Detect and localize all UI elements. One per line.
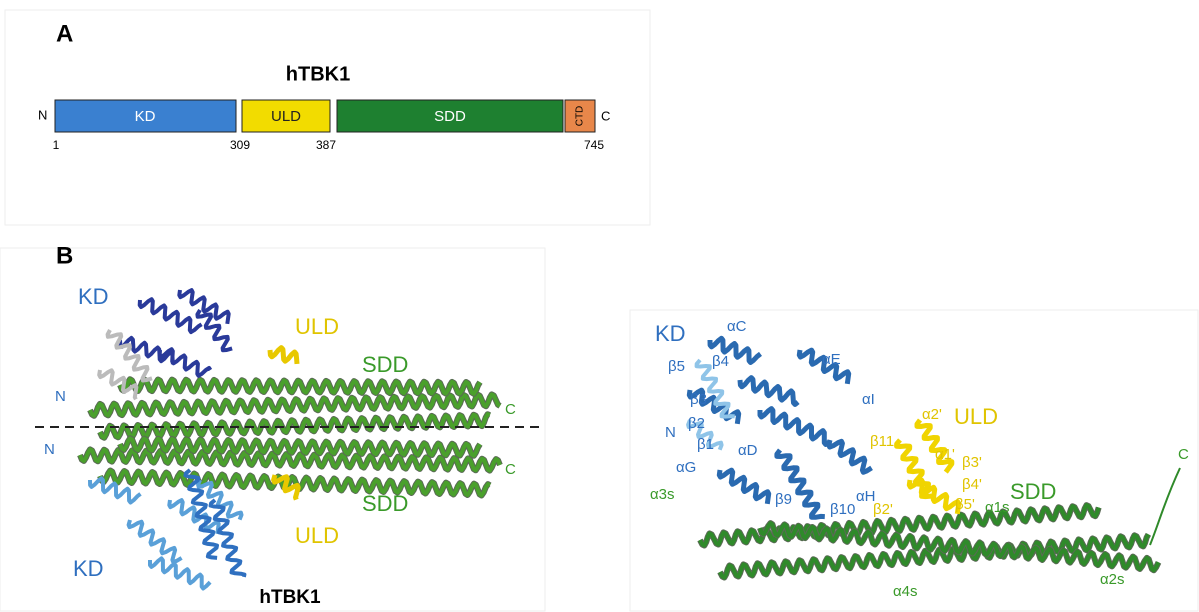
label: ULD: [295, 523, 339, 548]
label: α4s: [893, 583, 918, 600]
label: β2: [688, 415, 705, 432]
label: ULD: [954, 404, 998, 429]
helix: [719, 470, 768, 504]
label: β3': [962, 454, 982, 471]
label: N: [44, 441, 55, 458]
label: KD: [655, 321, 686, 346]
helix: [150, 558, 210, 588]
label: α2s: [1100, 571, 1125, 588]
label: β9: [775, 491, 792, 508]
position: 387: [316, 138, 336, 152]
label: αD: [738, 442, 758, 459]
domain-label: CTD: [575, 106, 586, 127]
label: ULD: [295, 314, 339, 339]
domain-label: KD: [135, 108, 156, 125]
label: αG: [676, 459, 696, 476]
label: αI: [862, 391, 875, 408]
panel-label: B: [56, 242, 73, 269]
helix: [760, 409, 829, 445]
helix: [740, 378, 798, 405]
label: β4': [962, 476, 982, 493]
label: β4: [712, 353, 729, 370]
label: β5': [955, 496, 975, 513]
label: α3s: [650, 486, 675, 503]
title: hTBK1: [286, 63, 350, 85]
label: β10: [830, 501, 855, 518]
label: KD: [78, 284, 109, 309]
label: C: [505, 461, 516, 478]
helix: [829, 440, 872, 472]
c-tail: [1150, 468, 1180, 545]
panel-label: A: [56, 20, 73, 47]
label: β2': [873, 501, 893, 518]
label: SDD: [362, 491, 408, 516]
label: C: [505, 401, 516, 418]
helix: [100, 414, 490, 438]
label: β3: [690, 391, 707, 408]
label: β11: [870, 433, 894, 450]
helix: [160, 349, 211, 376]
label: αC: [727, 318, 747, 335]
c-term: C: [601, 108, 610, 123]
helix: [129, 520, 182, 562]
label: SDD: [1010, 479, 1056, 504]
label: αE: [822, 351, 841, 368]
label: SDD: [362, 352, 408, 377]
figure: A hTBK1 N KD ULD SDD CTD C 1 309 387 745…: [0, 0, 1199, 612]
helix: [270, 348, 297, 364]
label: N: [665, 424, 676, 441]
label: N: [55, 388, 66, 405]
label: α1s: [985, 499, 1010, 516]
label: β5: [668, 358, 685, 375]
helix: [909, 480, 958, 514]
caption: hTBK1: [259, 587, 321, 608]
domain-label: ULD: [271, 108, 301, 125]
label: C: [1178, 446, 1189, 463]
label: α2': [922, 406, 942, 423]
label: β1: [697, 436, 714, 453]
page: A hTBK1 N KD ULD SDD CTD C 1 309 387 745…: [0, 0, 1199, 612]
label: α1': [935, 446, 955, 463]
position: 309: [230, 138, 250, 152]
position: 1: [53, 138, 60, 152]
label: KD: [73, 556, 104, 581]
position: 745: [584, 138, 604, 152]
domain-label: SDD: [434, 108, 466, 125]
n-term: N: [38, 107, 47, 122]
